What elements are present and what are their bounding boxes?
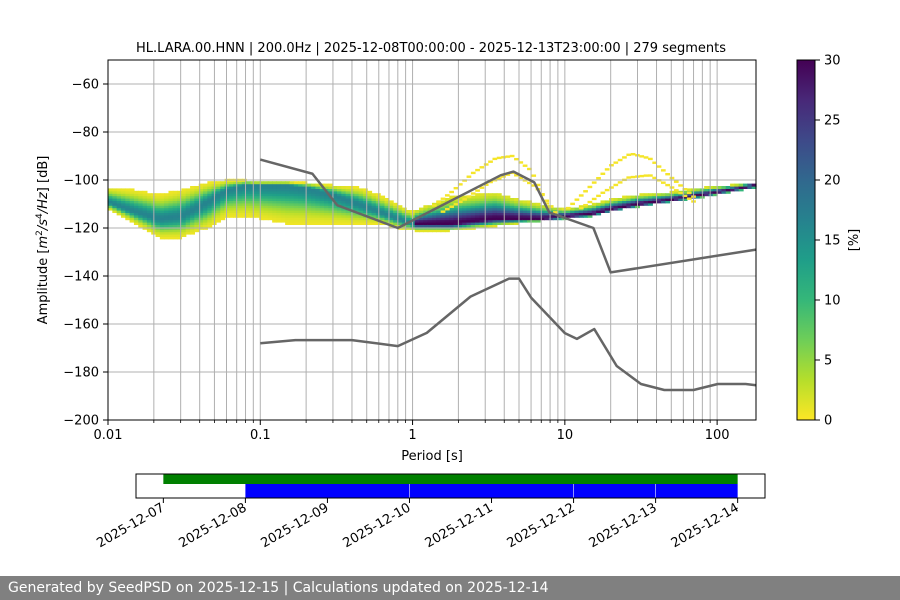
y-tick-label: −60 (72, 78, 99, 93)
footer-text: Generated by SeedPSD on 2025-12-15 | Cal… (8, 580, 549, 596)
y-axis-label: Amplitude [m2/s4/Hz] [dB] (35, 156, 51, 325)
y-tick-label: −120 (63, 222, 99, 237)
timeline-tick-label: 2025-12-14 (669, 500, 742, 551)
x-axis-ticks: 0.01 0.1 1 10 100 (94, 420, 730, 443)
x-tick-label: 100 (705, 428, 730, 443)
figure: HL.LARA.00.HNN | 200.0Hz | 2025-12-08T00… (35, 41, 862, 551)
y-axis-ticks: −200 −180 −160 −140 −120 −100 −80 −60 (63, 78, 108, 429)
timeline-tick-label: 2025-12-09 (258, 500, 331, 551)
used-segment-bar (409, 484, 574, 498)
noise-model-curves (259, 158, 757, 392)
timeline-tick-label: 2025-12-08 (176, 500, 249, 551)
nhnm-curve (259, 158, 757, 274)
y-tick-label: −200 (63, 414, 99, 429)
x-tick-label: 1 (408, 428, 416, 443)
plot-frame (107, 59, 757, 421)
available-data-bar (163, 474, 738, 484)
x-tick-label: 10 (557, 428, 574, 443)
timeline-date-ticks: 2025-12-07 2025-12-08 2025-12-09 2025-12-10… (94, 498, 742, 551)
chart-title: HL.LARA.00.HNN | 200.0Hz | 2025-12-08T00… (136, 41, 726, 56)
colorbar-tick-label: 25 (824, 114, 841, 129)
timeline-frame (135, 473, 766, 499)
colorbar-label: [%] (847, 229, 862, 252)
footer-bar: Generated by SeedPSD on 2025-12-15 | Cal… (0, 576, 900, 600)
availability-timeline: 2025-12-07 2025-12-08 2025-12-09 2025-12-10… (94, 473, 766, 551)
colorbar-tick-label: 20 (824, 174, 841, 189)
colorbar-ticks: 0 5 10 15 20 25 30 (815, 54, 841, 429)
used-segment-bar (573, 484, 656, 498)
nlnm-curve (260, 277, 757, 392)
timeline-bars (163, 474, 738, 498)
colorbar-tick-label: 5 (824, 354, 832, 369)
x-axis-label: Period [s] (401, 449, 463, 464)
timeline-tick-label: 2025-12-13 (587, 500, 660, 551)
timeline-tick-label: 2025-12-11 (423, 500, 496, 551)
x-tick-label: 0.1 (250, 428, 271, 443)
colorbar: 0 5 10 15 20 25 30 [%] (796, 54, 862, 429)
colorbar-tick-label: 30 (824, 54, 841, 69)
x-tick-label: 0.01 (94, 428, 123, 443)
y-tick-label: −160 (63, 318, 99, 333)
plot-area (108, 60, 756, 420)
timeline-tick-label: 2025-12-12 (505, 500, 578, 551)
y-tick-label: −100 (63, 174, 99, 189)
colorbar-tick-label: 10 (824, 294, 841, 309)
used-segment-bar (245, 484, 410, 498)
grid-lines (107, 60, 756, 421)
psd-chart: HL.LARA.00.HNN | 200.0Hz | 2025-12-08T00… (35, 41, 757, 464)
y-tick-label: −80 (72, 126, 99, 141)
y-tick-label: −140 (63, 270, 99, 285)
y-tick-label: −180 (63, 366, 99, 381)
used-segment-bar (655, 484, 738, 498)
timeline-tick-label: 2025-12-07 (94, 500, 167, 551)
colorbar-gradient (796, 59, 816, 421)
colorbar-tick-label: 0 (824, 414, 832, 429)
colorbar-tick-label: 15 (824, 234, 841, 249)
timeline-tick-label: 2025-12-10 (341, 500, 414, 551)
